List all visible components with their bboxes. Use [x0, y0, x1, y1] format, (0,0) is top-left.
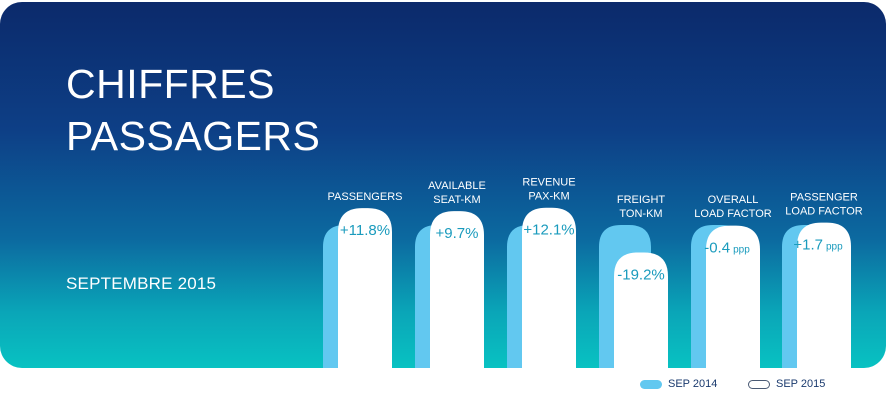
category-label-5-0: PASSENGER — [790, 192, 858, 204]
legend-swatch-sep-2014 — [640, 379, 662, 389]
category-label-3-0: FREIGHT — [617, 194, 666, 206]
data-label-unit-4: ppp — [733, 245, 750, 256]
bar-sep2015-2 — [522, 207, 576, 368]
category-label-4-1: LOAD FACTOR — [694, 208, 771, 220]
title-line-1: CHIFFRES — [66, 61, 275, 107]
legend-label-sep-2014: SEP 2014 — [668, 378, 718, 390]
data-label-2: +12.1% — [523, 222, 574, 239]
data-label-1: +9.7% — [436, 225, 479, 242]
legend-item-sep-2014: SEP 2014 — [640, 378, 717, 390]
legend-label-sep-2015: SEP 2015 — [776, 378, 826, 390]
legend-item-sep-2015: SEP 2015 — [748, 378, 825, 390]
data-label-4: -0.4 ppp — [704, 240, 750, 257]
bar-sep2015-5 — [797, 222, 851, 368]
chart-subtitle: SEPTEMBRE 2015 — [66, 274, 217, 293]
bar-sep2015-4 — [706, 225, 760, 368]
category-label-5-1: LOAD FACTOR — [785, 206, 862, 218]
category-label-0-0: PASSENGERS — [328, 191, 403, 203]
chart-title: CHIFFRES PASSAGERS — [66, 58, 320, 162]
data-label-0: +11.8% — [340, 222, 390, 239]
data-label-unit-5: ppp — [826, 242, 843, 253]
category-label-3-1: TON-KM — [619, 208, 662, 220]
data-label-5: +1.7 ppp — [793, 237, 843, 254]
data-label-3: -19.2% — [617, 266, 665, 283]
legend-swatch-sep-2015 — [748, 379, 770, 389]
bar-sep2015-0 — [338, 208, 392, 368]
category-label-4-0: OVERALL — [708, 194, 759, 206]
bar-sep2015-3 — [614, 252, 668, 368]
bar-sep2015-1 — [430, 211, 484, 368]
category-label-2-0: REVENUE — [522, 177, 575, 189]
category-label-1-0: AVAILABLE — [428, 180, 486, 192]
title-line-2: PASSAGERS — [66, 113, 321, 159]
category-label-1-1: SEAT-KM — [433, 194, 480, 206]
category-label-2-1: PAX-KM — [528, 191, 569, 203]
